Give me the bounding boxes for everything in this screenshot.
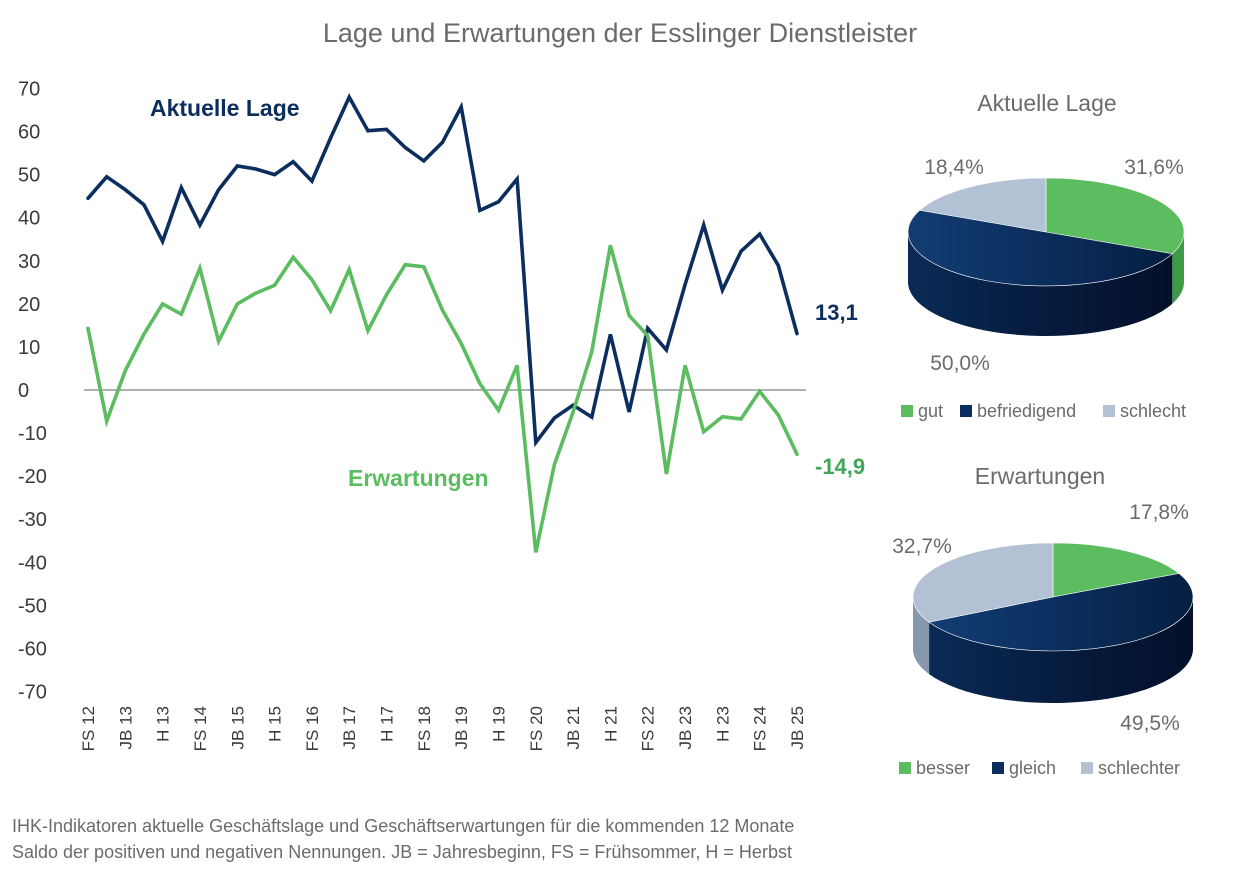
pie1-side-gut [1172, 232, 1184, 304]
legend-label-gut: gut [918, 401, 943, 421]
series-line-erwartungen [86, 244, 799, 553]
pie1-label-gut: 31,6% [1124, 156, 1184, 179]
x-tick-label: JB 19 [452, 706, 471, 749]
footnote-line-1: IHK-Indikatoren aktuelle Geschäftslage u… [12, 816, 795, 836]
y-tick-label: 30 [18, 251, 40, 273]
y-tick-label: -10 [18, 423, 47, 445]
pie1-label-schlecht: 18,4% [924, 156, 984, 179]
y-tick-label: 50 [18, 165, 40, 187]
x-tick-label: JB 25 [788, 706, 807, 749]
legend-swatch-gleich [992, 762, 1004, 774]
x-tick-label: FS 14 [191, 706, 210, 751]
pie1-slice-schlecht [919, 177, 1047, 233]
x-tick-label: H 23 [713, 706, 732, 742]
x-tick-label: H 13 [154, 706, 173, 742]
y-tick-label: -20 [18, 466, 47, 488]
end-label-erwartungen: -14,9 [815, 454, 865, 479]
y-tick-label: -60 [18, 638, 47, 660]
x-tick-label: FS 24 [751, 706, 770, 751]
y-tick-label: -30 [18, 509, 47, 531]
legend-label-besser: besser [916, 758, 970, 778]
x-tick-label: JB 17 [340, 706, 359, 749]
pie2-side-gleich [929, 597, 1193, 704]
legend-swatch-gut [901, 405, 913, 417]
x-tick-label: FS 12 [79, 706, 98, 751]
legend-swatch-befriedigend [960, 405, 972, 417]
series-label-aktuelle-lage: Aktuelle Lage [150, 95, 300, 121]
pie2-slice-schlechter [912, 542, 1054, 623]
legend-label-befriedigend: befriedigend [977, 401, 1076, 421]
legend-swatch-schlechter [1081, 762, 1093, 774]
pie1-slice-befriedigend [907, 209, 1173, 287]
x-tick-label: JB 15 [228, 706, 247, 749]
x-tick-label: FS 22 [639, 706, 658, 751]
x-tick-label: H 17 [378, 706, 397, 742]
x-tick-label: H 19 [489, 706, 508, 742]
y-tick-label: 20 [18, 294, 40, 316]
pie2-slice-gleich [928, 573, 1194, 652]
pie2-title: Erwartungen [975, 463, 1105, 489]
chart-title: Lage und Erwartungen der Esslinger Diens… [323, 18, 917, 48]
pie-aktuelle-lage [907, 177, 1185, 336]
pie2-label-gleich: 49,5% [1120, 712, 1180, 735]
x-tick-label: FS 18 [415, 706, 434, 751]
pie2-legend: besser gleich schlechter [899, 758, 1180, 778]
pie1-label-befriedigend: 50,0% [930, 352, 990, 375]
x-tick-label: FS 16 [303, 706, 322, 751]
pie1-legend: gut befriedigend schlecht [901, 401, 1186, 421]
y-tick-label: 70 [18, 79, 40, 101]
x-tick-label: JB 21 [564, 706, 583, 749]
y-tick-label: 60 [18, 122, 40, 144]
x-tick-label: H 15 [266, 706, 285, 742]
legend-label-gleich: gleich [1009, 758, 1056, 778]
series-line-aktuelle-lage [86, 93, 799, 448]
pie2-side-schlechter [913, 597, 930, 675]
x-tick-label: FS 20 [527, 706, 546, 751]
x-tick-label: JB 23 [676, 706, 695, 749]
pie1-title: Aktuelle Lage [977, 90, 1116, 116]
series-label-erwartungen: Erwartungen [348, 465, 489, 491]
pie2-label-schlechter: 32,7% [892, 535, 952, 558]
y-tick-label: -50 [18, 595, 47, 617]
pie2-label-besser: 17,8% [1129, 501, 1189, 524]
pie-erwartungen [912, 542, 1194, 704]
legend-label-schlecht: schlecht [1120, 401, 1186, 421]
pie1-slice-gut [1045, 177, 1185, 255]
y-tick-label: 40 [18, 208, 40, 230]
pie1-side-befriedigend [908, 232, 1173, 336]
x-tick-label: H 21 [601, 706, 620, 742]
y-tick-label: -40 [18, 552, 47, 574]
y-tick-label: 0 [18, 380, 29, 402]
line-chart: 70 60 50 40 30 20 10 0 -10 -20 -30 -40 -50 -60 -70 FS 1… [18, 79, 807, 752]
pie2-slice-besser [1052, 542, 1180, 598]
legend-swatch-besser [899, 762, 911, 774]
y-tick-label: 10 [18, 337, 40, 359]
legend-label-schlechter: schlechter [1098, 758, 1180, 778]
end-label-aktuelle-lage: 13,1 [815, 300, 858, 325]
footnote-line-2: Saldo der positiven und negativen Nennun… [12, 842, 792, 862]
y-tick-label: -70 [18, 682, 47, 704]
legend-swatch-schlecht [1103, 405, 1115, 417]
x-tick-label: JB 13 [116, 706, 135, 749]
